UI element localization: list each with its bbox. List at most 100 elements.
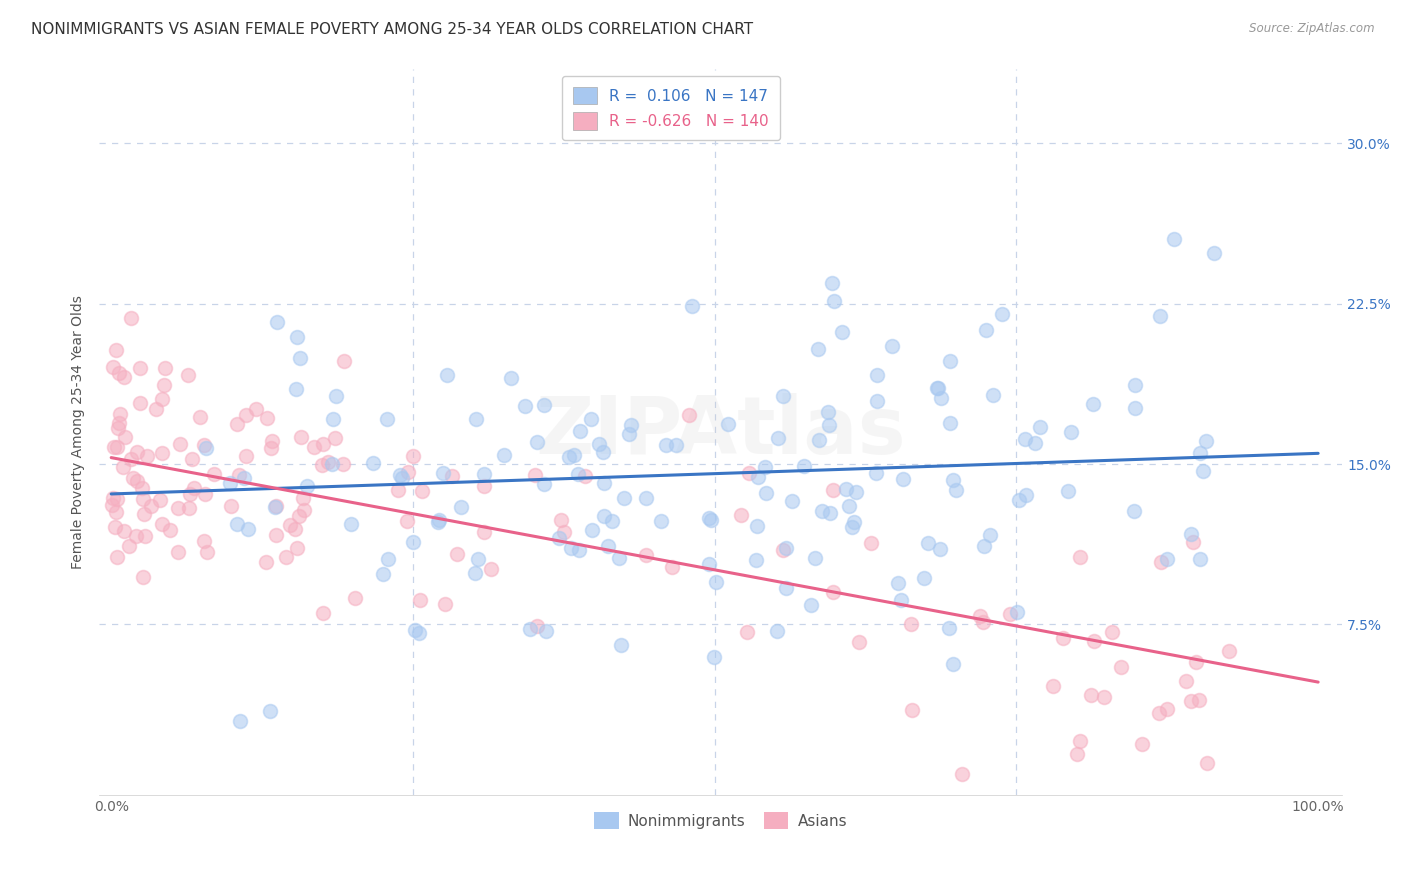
- Point: [202, 467, 225, 481]
- Point: [548, 532, 571, 546]
- Point: [588, 437, 610, 451]
- Point: [1080, 688, 1102, 702]
- Point: [110, 407, 132, 421]
- Point: [526, 619, 548, 633]
- Point: [981, 388, 1004, 402]
- Point: [284, 383, 307, 397]
- Point: [1174, 674, 1197, 689]
- Point: [678, 408, 700, 422]
- Point: [845, 485, 868, 500]
- Point: [104, 343, 127, 357]
- Point: [929, 391, 952, 405]
- Point: [388, 468, 411, 483]
- Point: [436, 368, 458, 382]
- Point: [404, 623, 426, 637]
- Point: [152, 392, 174, 406]
- Point: [972, 615, 994, 629]
- Point: [131, 492, 153, 507]
- Point: [1149, 309, 1171, 323]
- Point: [427, 515, 450, 529]
- Point: [1083, 634, 1105, 648]
- Point: [979, 528, 1001, 542]
- Point: [1024, 435, 1046, 450]
- Point: [195, 544, 218, 558]
- Point: [1052, 631, 1074, 645]
- Point: [1109, 660, 1132, 674]
- Point: [228, 714, 250, 728]
- Point: [290, 429, 312, 443]
- Point: [900, 616, 922, 631]
- Point: [925, 381, 948, 395]
- Point: [499, 371, 522, 385]
- Point: [553, 525, 575, 540]
- Point: [634, 491, 657, 505]
- Point: [409, 593, 432, 607]
- Point: [938, 621, 960, 635]
- Point: [340, 516, 363, 531]
- Point: [125, 475, 148, 489]
- Point: [254, 555, 277, 569]
- Point: [183, 482, 205, 496]
- Point: [118, 539, 141, 553]
- Point: [132, 507, 155, 521]
- Point: [112, 370, 135, 384]
- Point: [991, 307, 1014, 321]
- Point: [194, 441, 217, 455]
- Point: [893, 472, 915, 486]
- Point: [219, 499, 242, 513]
- Point: [747, 519, 769, 533]
- Point: [264, 528, 287, 542]
- Point: [1014, 432, 1036, 446]
- Point: [322, 411, 344, 425]
- Point: [1188, 446, 1211, 460]
- Point: [534, 624, 557, 639]
- Point: [838, 499, 860, 513]
- Point: [177, 368, 200, 382]
- Point: [145, 402, 167, 417]
- Point: [1029, 420, 1052, 434]
- Point: [105, 550, 128, 565]
- Point: [562, 448, 585, 462]
- Point: [973, 539, 995, 553]
- Point: [859, 536, 882, 550]
- Point: [226, 417, 249, 432]
- Point: [780, 494, 803, 508]
- Point: [177, 501, 200, 516]
- Point: [1195, 434, 1218, 448]
- Point: [114, 430, 136, 444]
- Point: [134, 529, 156, 543]
- Point: [912, 571, 935, 585]
- Text: NONIMMIGRANTS VS ASIAN FEMALE POVERTY AMONG 25-34 YEAR OLDS CORRELATION CHART: NONIMMIGRANTS VS ASIAN FEMALE POVERTY AM…: [31, 22, 754, 37]
- Point: [373, 566, 395, 581]
- Point: [472, 479, 495, 493]
- Point: [103, 440, 125, 454]
- Point: [697, 558, 720, 572]
- Point: [235, 449, 257, 463]
- Point: [574, 468, 596, 483]
- Point: [332, 457, 354, 471]
- Point: [766, 431, 789, 445]
- Point: [1192, 464, 1215, 478]
- Point: [167, 545, 190, 559]
- Point: [287, 509, 309, 524]
- Point: [598, 539, 620, 553]
- Point: [620, 418, 643, 433]
- Point: [793, 459, 815, 474]
- Point: [396, 514, 419, 528]
- Point: [887, 576, 910, 591]
- Point: [139, 500, 162, 514]
- Point: [821, 483, 844, 497]
- Point: [1092, 690, 1115, 704]
- Point: [441, 469, 464, 483]
- Point: [1014, 488, 1036, 502]
- Point: [256, 411, 278, 425]
- Point: [377, 412, 399, 426]
- Point: [1069, 549, 1091, 564]
- Point: [103, 359, 125, 374]
- Point: [1081, 397, 1104, 411]
- Point: [155, 361, 177, 376]
- Point: [950, 767, 973, 781]
- Point: [108, 366, 131, 380]
- Point: [312, 606, 335, 620]
- Point: [377, 552, 399, 566]
